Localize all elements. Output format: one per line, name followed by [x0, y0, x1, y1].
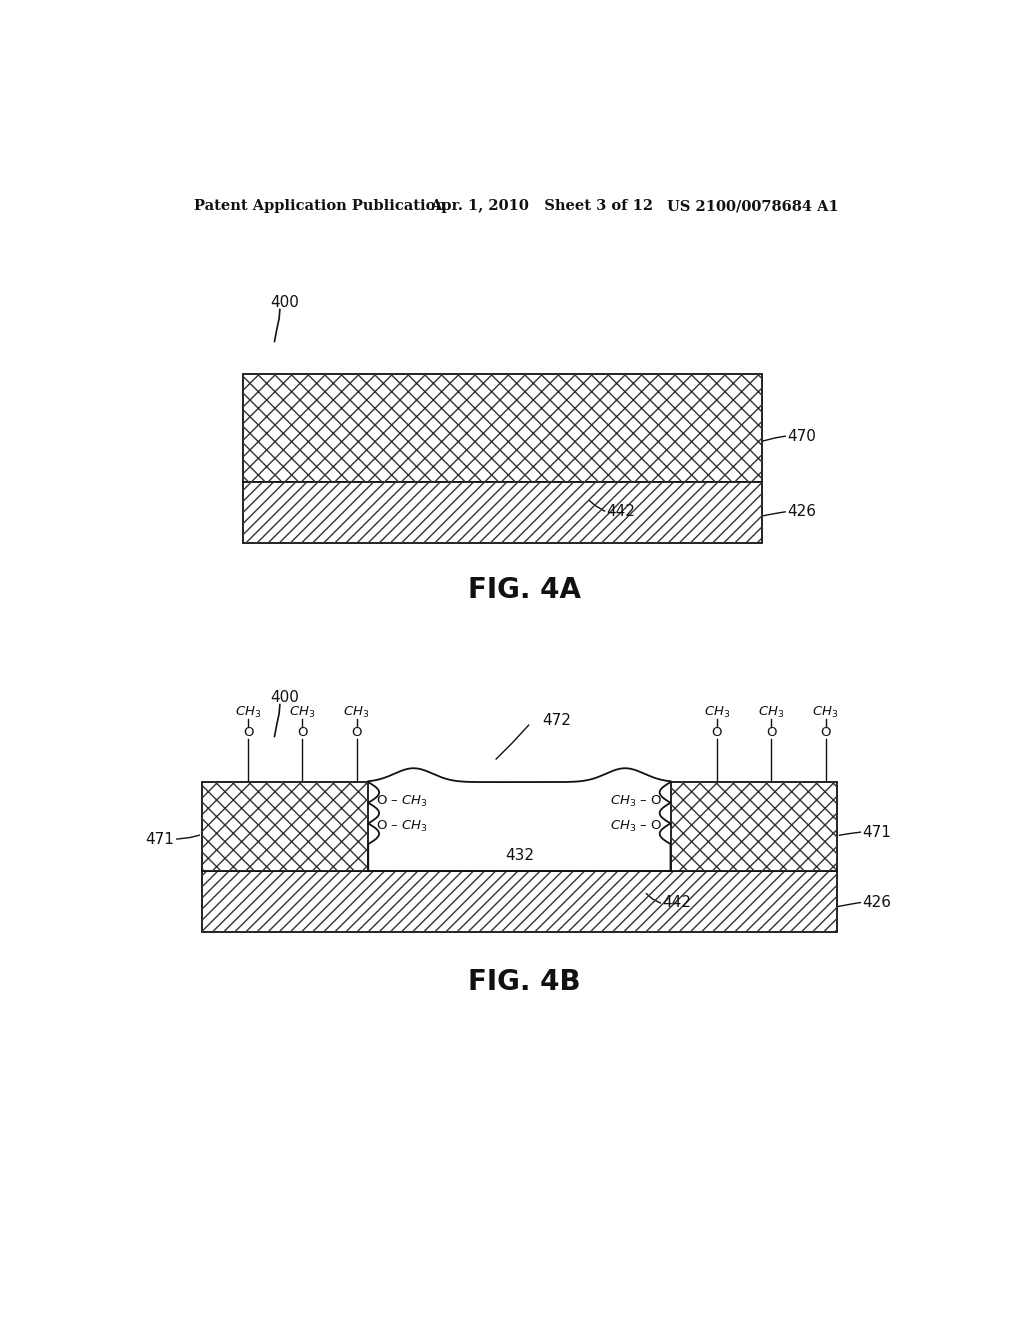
Text: 474: 474 [739, 812, 768, 826]
Text: 400: 400 [270, 690, 299, 705]
Bar [202, 871, 838, 932]
Text: FIG. 4B: FIG. 4B [469, 969, 581, 997]
Text: O – $CH_3$: O – $CH_3$ [376, 820, 428, 834]
Text: $CH_3$: $CH_3$ [812, 705, 839, 721]
Text: $CH_3$ – O: $CH_3$ – O [610, 820, 663, 834]
Text: US 2100/0078684 A1: US 2100/0078684 A1 [667, 199, 839, 213]
Text: O: O [351, 726, 361, 739]
Text: $CH_3$ – O: $CH_3$ – O [610, 793, 663, 809]
Text: $CH_3$: $CH_3$ [289, 705, 315, 721]
Bar [202, 871, 838, 932]
Text: $CH_3$: $CH_3$ [703, 705, 730, 721]
Bar [671, 781, 838, 871]
Text: 442: 442 [662, 895, 691, 911]
Bar [243, 374, 762, 482]
Text: 400: 400 [270, 294, 299, 310]
Text: O: O [243, 726, 253, 739]
Text: 432: 432 [505, 847, 534, 863]
Text: 472: 472 [543, 713, 571, 729]
Text: O: O [712, 726, 722, 739]
Text: O – $CH_3$: O – $CH_3$ [376, 793, 428, 809]
Bar [243, 374, 762, 482]
Text: 475: 475 [314, 818, 343, 834]
Text: $CH_3$: $CH_3$ [343, 705, 370, 721]
Text: 471: 471 [145, 832, 174, 846]
Text: Patent Application Publication: Patent Application Publication [194, 199, 445, 213]
Text: 470: 470 [786, 429, 816, 444]
Text: 471: 471 [862, 825, 892, 840]
Bar [243, 482, 762, 544]
Text: $CH_3$: $CH_3$ [234, 705, 261, 721]
Text: 426: 426 [786, 504, 816, 519]
Bar [202, 781, 369, 871]
Text: FIG. 4A: FIG. 4A [468, 576, 582, 603]
Text: 475: 475 [695, 818, 724, 834]
Text: O: O [766, 726, 776, 739]
Text: O: O [820, 726, 830, 739]
Text: Apr. 1, 2010   Sheet 3 of 12: Apr. 1, 2010 Sheet 3 of 12 [430, 199, 653, 213]
Bar [202, 781, 369, 871]
Text: 474: 474 [257, 812, 286, 826]
Bar [243, 482, 762, 544]
Bar [671, 781, 838, 871]
Text: 442: 442 [606, 503, 635, 519]
Text: $CH_3$: $CH_3$ [758, 705, 784, 721]
Text: 426: 426 [862, 895, 892, 909]
Text: O: O [297, 726, 307, 739]
